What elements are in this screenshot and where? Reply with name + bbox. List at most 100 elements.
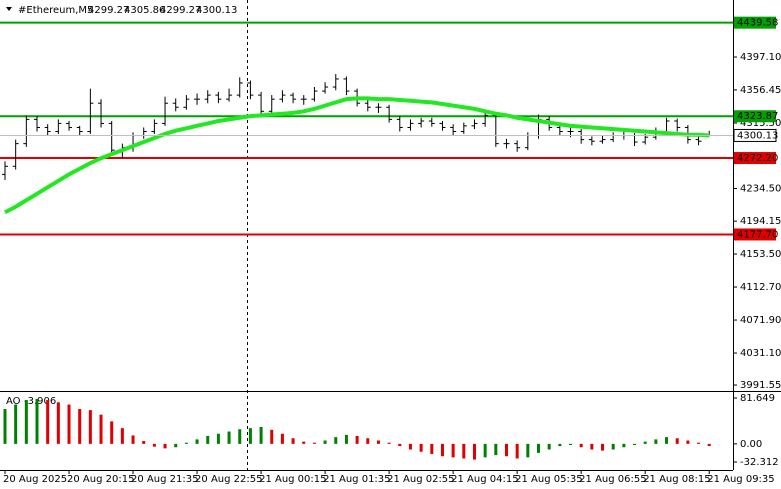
ao-name: AO <box>6 396 21 407</box>
level-label: 4177.70 <box>737 229 778 240</box>
y-tick-label: 4031.10 <box>740 348 781 359</box>
y-tick-label: 4234.50 <box>740 184 781 195</box>
current-price-label: 4300.13 <box>737 130 778 141</box>
ao-bar <box>633 443 637 445</box>
level-label-bg <box>734 152 776 165</box>
ao-bar <box>515 443 519 459</box>
ao-bar <box>216 433 220 444</box>
ao-tick-label: -32.312 <box>740 457 779 468</box>
ao-bar <box>3 409 7 444</box>
ao-bar <box>697 442 701 444</box>
ao-bar <box>440 443 444 457</box>
ao-bar <box>451 443 455 458</box>
ma-line <box>4 96 710 215</box>
x-tick-label: 20 Aug 21:35 <box>131 474 198 485</box>
ao-bar <box>675 438 679 444</box>
title-ohlc: 4305.86 <box>124 5 165 16</box>
ao-bar <box>56 402 60 444</box>
ao-bar <box>558 443 562 447</box>
ao-tick-label: 0.00 <box>740 439 762 450</box>
ao-bar <box>526 443 530 458</box>
ao-bar <box>366 438 370 444</box>
y-tick-label: 4071.90 <box>740 315 781 326</box>
ao-bar <box>579 443 583 448</box>
ao-bar <box>601 443 605 451</box>
ao-bar <box>35 398 39 444</box>
ao-bar <box>195 439 199 444</box>
x-tick-label: 21 Aug 02:55 <box>387 474 454 485</box>
ao-bar <box>14 404 18 444</box>
ao-bar <box>88 410 92 444</box>
ao-bar <box>472 443 476 460</box>
ao-bar <box>334 437 338 444</box>
ao-bar <box>46 400 50 444</box>
ao-bar <box>665 437 669 444</box>
current-price-bg <box>733 128 777 142</box>
ao-bar <box>611 443 615 450</box>
ao-bar <box>163 443 167 449</box>
symbol-label: #Ethereum,M5 <box>18 5 93 16</box>
x-tick-label: 20 Aug 2025 <box>3 474 67 485</box>
x-tick-label: 21 Aug 00:15 <box>259 474 326 485</box>
ao-bar <box>291 438 295 444</box>
y-tick-label: 4153.50 <box>740 249 781 260</box>
ao-bar <box>376 440 380 444</box>
ao-bar <box>227 431 231 444</box>
ao-bar <box>206 436 210 444</box>
ao-bar <box>184 442 188 444</box>
ao-bar <box>547 443 551 450</box>
ao-bar <box>24 400 28 444</box>
ao-bar <box>99 414 103 444</box>
ao-bar <box>537 443 540 453</box>
menu-arrow <box>6 7 12 11</box>
ao-bar <box>462 443 466 459</box>
x-tick-label: 21 Aug 05:35 <box>515 474 582 485</box>
y-tick-label: 4112.70 <box>740 282 781 293</box>
x-tick-label: 21 Aug 06:55 <box>579 474 646 485</box>
y-tick-label: 4315.50 <box>740 118 781 129</box>
ao-bar <box>248 428 252 444</box>
y-tick-label: 4397.10 <box>740 52 781 63</box>
x-tick-label: 21 Aug 04:15 <box>451 474 518 485</box>
ao-bar <box>120 428 124 444</box>
ao-bar <box>238 429 242 444</box>
ao-bar <box>387 442 391 444</box>
ao-bar <box>174 443 178 448</box>
ao-bar <box>259 427 263 444</box>
ao-bar <box>654 439 658 444</box>
ao-bar <box>270 429 274 444</box>
ao-bar <box>622 443 626 448</box>
ao-bar <box>430 443 434 454</box>
ao-bar <box>686 440 690 444</box>
title-ohlc: 4299.27 <box>88 5 129 16</box>
ao-bar <box>408 443 412 450</box>
level-label-bg <box>734 16 776 29</box>
y-tick-label: 3991.55 <box>740 380 781 391</box>
ao-bar <box>323 440 327 444</box>
ao-bar <box>494 443 498 456</box>
x-tick-label: 21 Aug 01:35 <box>323 474 390 485</box>
ao-bar <box>78 409 82 444</box>
ao-bar <box>643 441 647 444</box>
ao-tick-label: 81.649 <box>740 393 775 404</box>
x-tick-label: 20 Aug 22:55 <box>195 474 262 485</box>
ao-bar <box>483 443 487 458</box>
x-tick-label: 20 Aug 20:15 <box>67 474 134 485</box>
ao-bar <box>344 434 348 444</box>
ao-bar <box>312 442 316 444</box>
ao-bar <box>419 443 423 452</box>
y-tick-label: 4194.15 <box>740 216 781 227</box>
ao-bar <box>280 433 284 444</box>
y-tick-label: 4356.45 <box>740 85 781 96</box>
level-label: 4439.58 <box>737 18 778 29</box>
ao-value: -3.906 <box>24 396 56 407</box>
ao-bar <box>67 404 71 444</box>
title-ohlc: 4299.27 <box>160 5 201 16</box>
ao-bar <box>302 441 306 444</box>
ao-bar <box>355 436 359 444</box>
ao-bar <box>152 443 156 447</box>
ao-bar <box>569 443 573 445</box>
level-label-bg <box>734 228 776 241</box>
ao-bar <box>504 443 508 457</box>
